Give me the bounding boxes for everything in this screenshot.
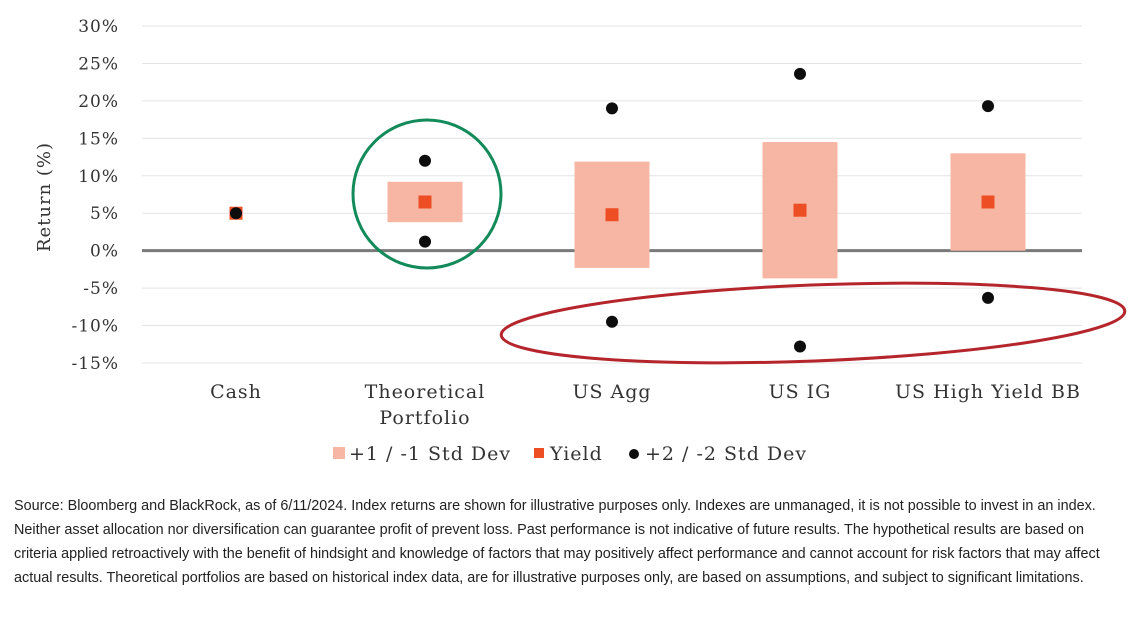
yield-marker [418,195,432,209]
dot-low [419,235,431,248]
category-label: US IG [769,381,832,403]
dot-low [606,315,618,328]
y-tick-label: 25% [78,54,119,74]
legend-dots-label: +2 / -2 Std Dev [645,443,807,465]
legend-dots-swatch [629,449,639,459]
y-tick-label: -5% [83,279,119,299]
chart: 30% 25% 20% 15% 10% 5% 0% -5% -10% -15% Return (%… [34,17,1127,465]
y-tick-label: 10% [78,167,119,187]
legend-range-swatch [333,447,345,459]
yield-marker [793,203,807,217]
annotations [351,118,1127,365]
legend-yield-swatch [534,448,544,458]
dot-high [606,102,618,115]
dot-low [794,340,806,353]
category-label: Portfolio [379,407,470,429]
y-tick-label: 15% [78,129,119,149]
std-dev-ranges [387,142,1026,279]
x-axis-categories: Cash Theoretical Portfolio US Agg US IG US Hi… [210,381,1081,429]
category-label: US Agg [572,381,651,403]
yield-marker [981,195,995,209]
y-tick-label: -10% [71,317,119,337]
category-label: Cash [210,381,262,403]
y-tick-label: 0% [90,242,119,262]
y-tick-label: 5% [90,204,119,224]
y-tick-label: 20% [78,92,119,112]
y-axis-ticks: 30% 25% 20% 15% 10% 5% 0% -5% -10% -15% [71,17,119,374]
legend-yield-label: Yield [549,443,603,465]
dot-high [794,67,806,80]
y-tick-label: -15% [71,354,119,374]
yield-markers [229,195,995,222]
category-label: Theoretical [365,381,486,403]
dot-high [982,100,994,113]
y-tick-label: 30% [78,17,119,37]
legend-range-label: +1 / -1 Std Dev [349,443,511,465]
category-label: US High Yield BB [895,381,1081,403]
highlight-ellipse [499,281,1127,365]
yield-marker [605,208,619,222]
dot-cash [230,207,242,220]
source-footnote: Source: Bloomberg and BlackRock, as of 6… [14,498,1100,586]
highlight-circle [351,118,503,270]
dot-low [982,291,994,304]
legend: +1 / -1 Std Dev Yield +2 / -2 Std Dev [333,443,807,465]
dot-high [419,154,431,167]
y-axis-label: Return (%) [34,142,55,252]
